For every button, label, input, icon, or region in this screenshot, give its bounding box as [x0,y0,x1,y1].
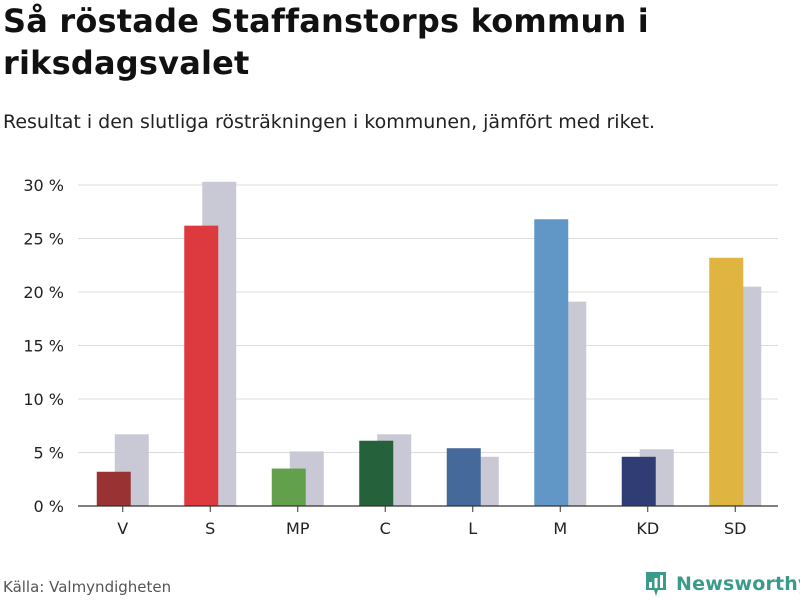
bar-chart-icon [646,572,666,596]
bar-kommun [359,440,394,506]
bar-kommun [446,448,481,506]
bar-kommun [271,468,306,506]
x-tick-label: MP [286,519,310,538]
y-tick-label: 20 % [23,283,64,302]
y-tick-label: 15 % [23,337,64,356]
bar-kommun [96,471,131,506]
bar-kommun [621,456,656,506]
x-tick-label: L [468,519,477,538]
brand-name: Newsworthy [676,573,800,595]
bar-kommun [534,219,569,507]
x-tick-label: M [553,519,567,538]
source-note: Källa: Valmyndigheten [3,578,172,596]
brand-logo: Newsworthy [644,568,800,600]
y-tick-label: 5 % [34,444,64,463]
bar-kommun [709,257,744,506]
y-tick-label: 10 % [23,390,64,409]
x-tick-label: SD [724,519,746,538]
x-tick-label: S [205,519,215,538]
x-tick-label: V [117,519,128,538]
y-tick-label: 30 % [23,176,64,195]
y-tick-label: 25 % [23,230,64,249]
x-tick-label: KD [636,519,659,538]
x-tick-label: C [380,519,391,538]
y-tick-label: 0 % [34,497,64,516]
chart-title: Så röstade Staffanstorps kommun i riksda… [3,2,649,82]
chart-subtitle: Resultat i den slutliga rösträkningen i … [3,111,656,133]
bar-kommun [184,225,219,506]
